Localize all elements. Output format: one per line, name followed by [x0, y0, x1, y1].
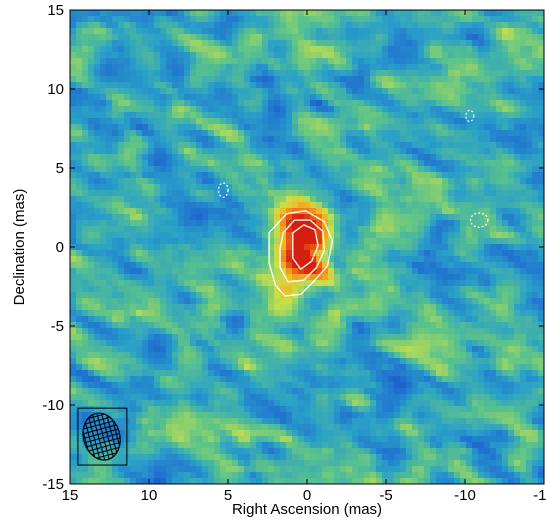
x-tick-label: -10	[454, 487, 476, 504]
x-axis-title: Right Ascension (mas)	[232, 501, 382, 518]
y-tick-label: 10	[47, 81, 64, 98]
y-tick-label: 5	[56, 160, 64, 177]
x-tick-label: 5	[224, 487, 232, 504]
y-tick-label: 15	[47, 2, 64, 19]
y-tick-label: -10	[42, 397, 64, 414]
x-tick-label: 15	[62, 487, 79, 504]
x-tick-label: -15	[533, 487, 546, 504]
x-tick-label: 10	[141, 487, 158, 504]
y-tick-label: -15	[42, 476, 64, 493]
intensity-map	[70, 10, 545, 485]
y-axis-title: Declination (mas)	[11, 189, 28, 306]
y-tick-label: -5	[51, 318, 64, 335]
y-tick-label: 0	[56, 239, 64, 256]
